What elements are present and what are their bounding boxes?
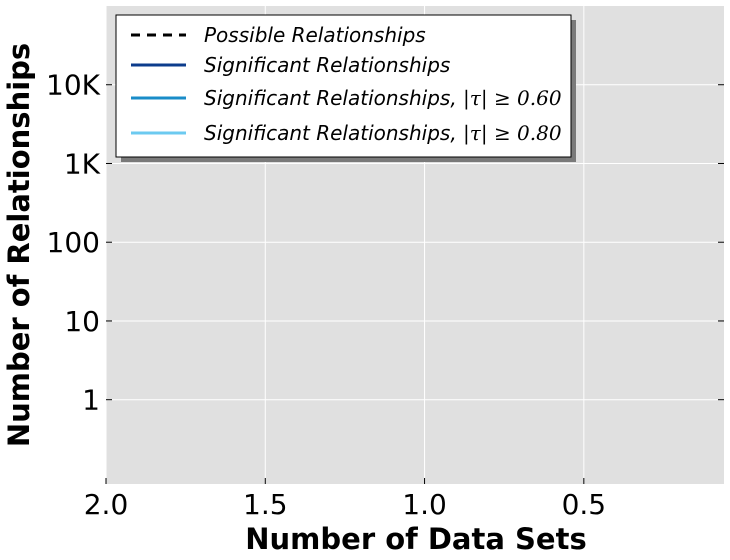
x-axis-title: Number of Data Sets — [245, 522, 586, 556]
legend-label: Significant Relationships, |τ| ≥ 0.60 — [204, 86, 562, 111]
x-tick-labels: 2.0 1.5 1.0 0.5 — [84, 488, 606, 521]
x-tick-label: 2.0 — [84, 488, 129, 521]
y-tick-label: 10K — [46, 69, 101, 102]
x-tick-label: 0.5 — [562, 488, 607, 521]
axis-ticks — [105, 84, 724, 484]
y-tick-label: 10 — [64, 305, 100, 338]
legend-label: Significant Relationships, |τ| ≥ 0.80 — [204, 121, 562, 146]
legend-label: Significant Relationships — [204, 53, 450, 77]
x-tick-label: 1.0 — [402, 488, 447, 521]
legend-label: Possible Relationships — [204, 23, 426, 47]
y-tick-label: 100 — [47, 226, 100, 259]
x-tick-label: 1.5 — [243, 488, 288, 521]
legend-box — [115, 14, 572, 158]
y-axis-title: Number of Relationships — [2, 43, 36, 447]
legend: Possible Relationships Significant Relati… — [115, 14, 576, 162]
y-tick-label: 1K — [64, 147, 101, 180]
y-tick-labels: 1 10 100 1K 10K — [46, 69, 101, 417]
y-tick-label: 1 — [82, 384, 100, 417]
